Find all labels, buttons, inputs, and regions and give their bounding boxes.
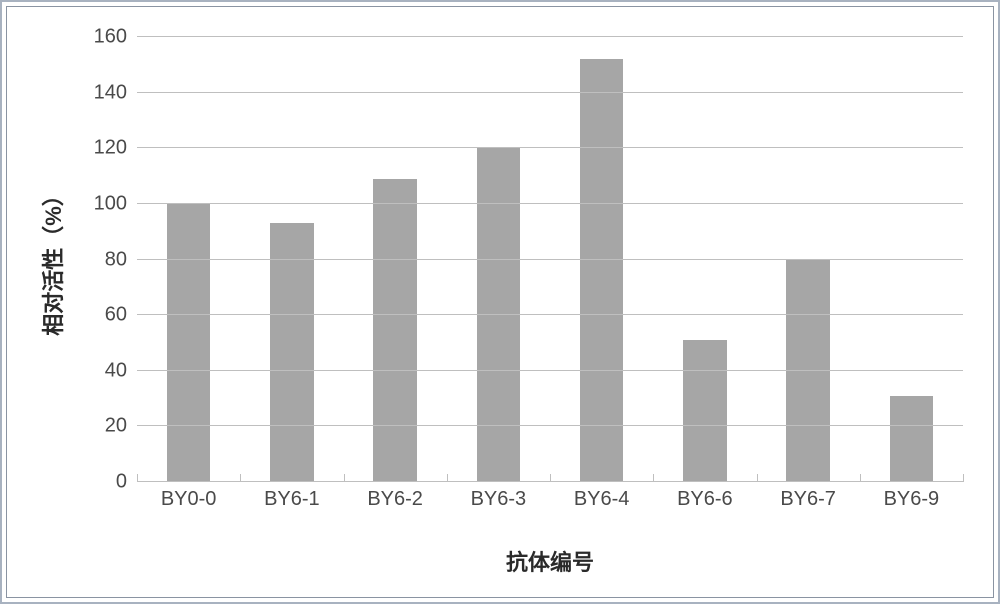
bar-slot <box>757 37 860 482</box>
bar <box>270 223 313 482</box>
x-tick-label: BY6-3 <box>447 482 550 532</box>
y-tick-label: 0 <box>116 471 127 494</box>
bar-slot <box>550 37 653 482</box>
x-tick-mark <box>137 474 138 482</box>
y-tick-label: 20 <box>105 415 127 438</box>
x-tick-label: BY6-7 <box>757 482 860 532</box>
grid-line <box>137 425 963 426</box>
grid-line <box>137 314 963 315</box>
outer-frame: 020406080100120140160 相对活性（%） BY0-0BY6-1… <box>0 0 1000 604</box>
grid-line <box>137 370 963 371</box>
x-tick-label: BY6-9 <box>860 482 963 532</box>
x-axis-title: 抗体编号 <box>137 545 963 577</box>
bar <box>373 179 416 482</box>
grid-line <box>137 147 963 148</box>
x-tick-label: BY0-0 <box>137 482 240 532</box>
x-tick-label: BY6-1 <box>240 482 343 532</box>
x-tick-mark <box>757 474 758 482</box>
y-tick-label: 60 <box>105 304 127 327</box>
bar <box>477 148 520 482</box>
bars-row <box>137 37 963 482</box>
x-tick-mark <box>240 474 241 482</box>
y-tick-label: 160 <box>94 26 127 49</box>
bar <box>683 340 726 482</box>
x-tick-mark <box>447 474 448 482</box>
x-tick-labels: BY0-0BY6-1BY6-2BY6-3BY6-4BY6-6BY6-7BY6-9 <box>137 482 963 532</box>
y-tick-label: 140 <box>94 81 127 104</box>
y-tick-label: 80 <box>105 248 127 271</box>
y-tick-label: 120 <box>94 137 127 160</box>
bar-slot <box>860 37 963 482</box>
grid-line <box>137 203 963 204</box>
plot-area: 020406080100120140160 <box>137 37 963 482</box>
x-tick-label: BY6-6 <box>653 482 756 532</box>
bar <box>786 260 829 483</box>
grid-line <box>137 92 963 93</box>
bar <box>580 59 623 482</box>
bar-slot <box>653 37 756 482</box>
bar <box>890 396 933 482</box>
y-axis-title: 相对活性（%） <box>36 184 68 336</box>
x-tick-mark <box>550 474 551 482</box>
y-tick-label: 40 <box>105 359 127 382</box>
x-tick-label: BY6-4 <box>550 482 653 532</box>
x-tick-mark <box>653 474 654 482</box>
x-tick-label: BY6-2 <box>344 482 447 532</box>
bar-slot <box>447 37 550 482</box>
bar-slot <box>137 37 240 482</box>
x-tick-mark <box>963 474 964 482</box>
x-tick-mark <box>860 474 861 482</box>
y-axis-title-wrap: 相对活性（%） <box>37 37 67 482</box>
grid-line <box>137 36 963 37</box>
chart-frame: 020406080100120140160 相对活性（%） BY0-0BY6-1… <box>6 6 994 598</box>
bar-slot <box>344 37 447 482</box>
x-tick-mark <box>344 474 345 482</box>
bar-slot <box>240 37 343 482</box>
bar <box>167 204 210 482</box>
y-tick-label: 100 <box>94 192 127 215</box>
grid-line <box>137 259 963 260</box>
